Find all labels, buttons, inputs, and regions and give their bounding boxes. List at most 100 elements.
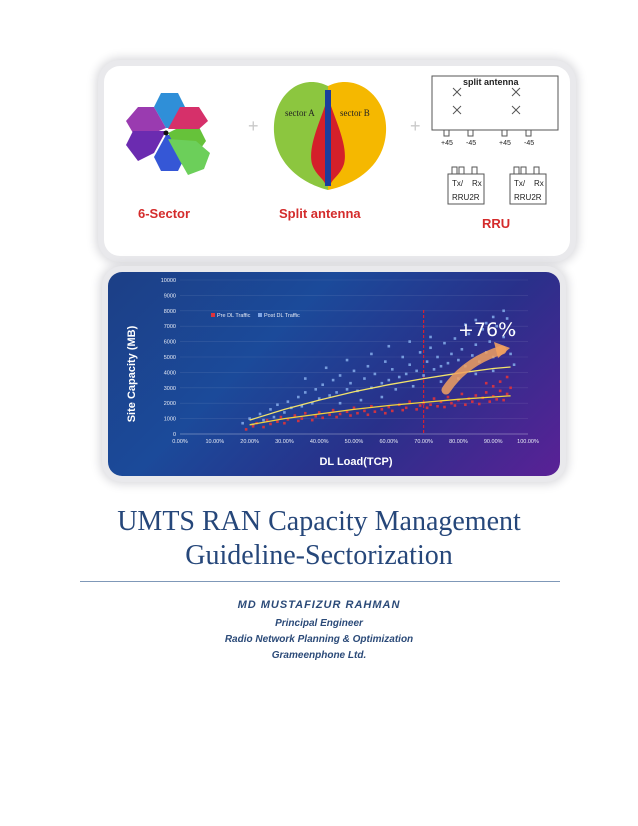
post-traffic-point	[481, 327, 485, 331]
pre-traffic-point	[373, 410, 377, 413]
post-traffic-point	[467, 332, 471, 336]
post-traffic-point	[283, 411, 286, 414]
post-traffic-point	[502, 309, 505, 313]
post-traffic-point	[384, 360, 387, 363]
x-tick-label: 10.00%	[205, 439, 224, 445]
pre-traffic-point	[251, 425, 255, 428]
pre-traffic-point	[356, 411, 359, 415]
post-traffic-point	[505, 317, 509, 320]
capacity-chart-panel: 0 1000 2000 3000 4000 5000 6000 7000 8000 9000 100…	[108, 272, 560, 476]
x-tick-label: 60.00%	[379, 439, 398, 445]
split-antenna-pattern-icon	[273, 81, 387, 190]
pre-traffic-point	[363, 409, 366, 413]
post-traffic-point	[512, 363, 516, 366]
y-tick-label: 7000	[164, 324, 176, 330]
growth-arrow-head-icon	[494, 342, 510, 358]
post-traffic-point	[269, 408, 272, 411]
post-traffic-trendline	[249, 366, 511, 421]
x-axis-label: DL Load(TCP)	[319, 456, 392, 468]
rru-unit-2	[509, 166, 547, 205]
rru-unit-1	[447, 166, 485, 205]
post-traffic-point	[241, 421, 244, 425]
pre-traffic-point	[477, 402, 481, 406]
post-traffic-point	[272, 415, 276, 419]
post-traffic-point	[349, 381, 352, 385]
post-traffic-point	[297, 395, 300, 399]
plus-sign-1: +	[248, 116, 259, 136]
post-traffic-point	[446, 361, 450, 365]
pre-traffic-point	[286, 418, 290, 421]
post-traffic-point	[509, 352, 512, 356]
pre-traffic-point	[415, 408, 418, 411]
pre-traffic-point	[283, 421, 286, 425]
post-traffic-point	[418, 351, 422, 354]
six-sector-hexagon-icon	[126, 93, 210, 175]
x-tick-label: 0.00%	[172, 439, 188, 445]
post-traffic-point	[248, 417, 251, 420]
pre-traffic-point	[331, 408, 335, 412]
y-tick-label: 3000	[164, 386, 176, 392]
chart-legend: Pre DL Traffic Post DL Traffic	[211, 313, 300, 319]
pre-traffic-point	[345, 410, 349, 413]
post-traffic-point	[380, 381, 384, 385]
pre-traffic-point	[443, 405, 446, 409]
pre-traffic-point	[471, 400, 474, 403]
pre-traffic-point	[404, 406, 408, 410]
legend-swatch-pre	[211, 313, 215, 317]
post-traffic-point	[474, 318, 478, 322]
post-traffic-point	[425, 360, 429, 363]
pre-traffic-point	[293, 414, 297, 417]
post-traffic-point	[474, 343, 478, 346]
split-antenna-box	[431, 75, 559, 137]
pre-traffic-point	[338, 412, 342, 416]
post-traffic-point	[422, 374, 425, 377]
post-traffic-point	[429, 335, 432, 339]
x-tick-label: 50.00%	[345, 439, 364, 445]
post-traffic-point	[495, 324, 498, 328]
post-traffic-point	[439, 364, 443, 368]
post-traffic-point	[380, 395, 384, 399]
post-traffic-point	[387, 344, 391, 348]
pre-traffic-point	[495, 398, 498, 401]
port-label: -45	[466, 140, 476, 147]
post-traffic-point	[450, 352, 453, 356]
post-traffic-point	[324, 366, 328, 370]
pre-traffic-point	[505, 375, 509, 379]
pre-traffic-point	[384, 411, 387, 415]
legend-label-post: Post DL Traffic	[264, 313, 300, 319]
x-tick-label: 80.00%	[449, 439, 468, 445]
post-traffic-point	[314, 388, 318, 391]
post-traffic-point	[488, 340, 492, 343]
post-traffic-point	[370, 352, 373, 356]
x-tick-label: 40.00%	[310, 439, 329, 445]
post-traffic-point	[471, 354, 474, 357]
post-traffic-point	[401, 355, 405, 359]
pre-traffic-point	[366, 413, 370, 417]
post-traffic-point	[262, 418, 265, 422]
pre-traffic-point	[418, 404, 422, 407]
post-traffic-point	[502, 335, 505, 339]
x-tick-label: 20.00%	[240, 439, 259, 445]
post-traffic-point	[373, 372, 377, 376]
rru-model-label: RRU2R	[452, 193, 480, 202]
pre-traffic-point	[328, 413, 331, 417]
post-traffic-point	[363, 377, 366, 380]
pre-traffic-point	[269, 422, 272, 426]
post-traffic-point	[345, 388, 349, 391]
post-traffic-point	[491, 315, 495, 319]
pre-traffic-point	[352, 406, 356, 410]
pre-traffic-point	[457, 398, 460, 402]
pre-traffic-point	[484, 381, 488, 385]
post-traffic-point	[439, 380, 443, 383]
title-line-2: Guideline-Sectorization	[185, 540, 453, 571]
post-traffic-point	[331, 378, 335, 382]
title-line-1: UMTS RAN Capacity Management	[117, 506, 521, 537]
post-traffic-point	[408, 363, 411, 366]
pre-traffic-point	[439, 400, 443, 403]
six-sector-caption: 6-Sector	[138, 206, 190, 221]
growth-annotation: +76%	[458, 319, 516, 341]
post-traffic-point	[484, 321, 488, 325]
pre-traffic-point	[314, 414, 318, 418]
post-traffic-point	[258, 412, 262, 416]
chart-grid	[180, 279, 528, 435]
